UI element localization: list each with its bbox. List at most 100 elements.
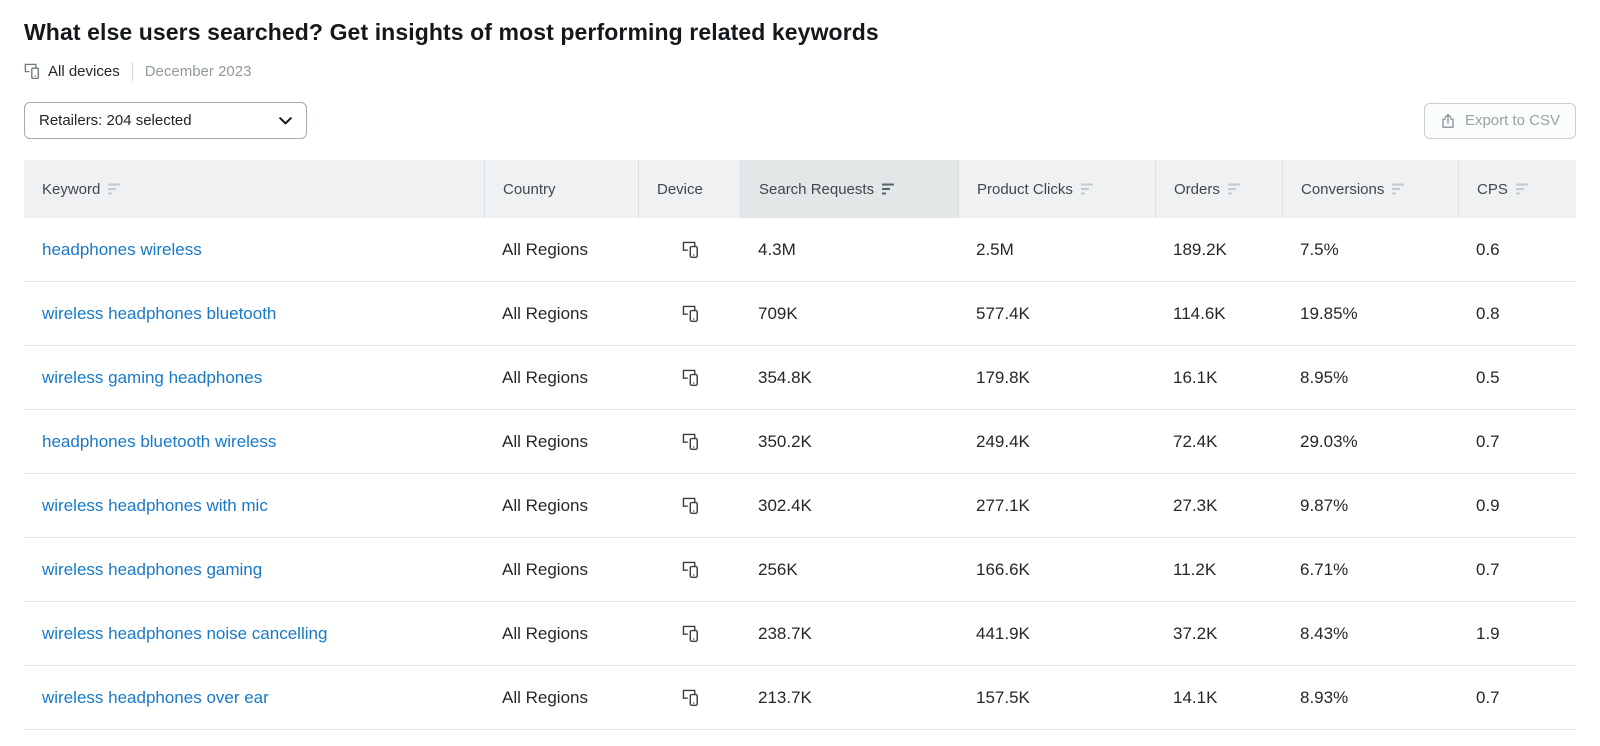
country-cell: All Regions: [484, 218, 638, 282]
product-clicks-value: 577.4K: [976, 303, 1030, 323]
conversions-value: 8.43%: [1300, 623, 1349, 643]
keyword-link[interactable]: wireless headphones bluetooth: [42, 303, 277, 323]
search-requests-cell: 213.7K: [740, 666, 958, 730]
keyword-cell: wireless headphones bluetooth: [24, 282, 484, 346]
table-row: headphones wireless All Regions 4.3M 2.5…: [24, 218, 1576, 282]
conversions-cell: 8.95%: [1282, 346, 1458, 410]
column-label: Keyword: [42, 180, 101, 198]
search-requests-cell: 709K: [740, 282, 958, 346]
column-label: Country: [503, 180, 556, 198]
column-header-country[interactable]: Country: [484, 160, 638, 218]
column-header-conversions[interactable]: Conversions: [1282, 160, 1458, 218]
all-devices-icon: [682, 689, 740, 706]
conversions-cell: 29.03%: [1282, 410, 1458, 474]
country-value: All Regions: [502, 303, 588, 323]
keyword-cell: wireless gaming headphones: [24, 346, 484, 410]
all-devices-icon: [24, 63, 40, 79]
product-clicks-cell: 166.6K: [958, 538, 1155, 602]
country-value: All Regions: [502, 239, 588, 259]
country-cell: All Regions: [484, 474, 638, 538]
keyword-cell: wireless headphones gaming: [24, 538, 484, 602]
keyword-cell: wireless headphones noise cancelling: [24, 602, 484, 666]
cps-cell: 0.8: [1458, 282, 1576, 346]
product-clicks-value: 249.4K: [976, 431, 1030, 451]
orders-cell: 14.1K: [1155, 666, 1282, 730]
keyword-cell: headphones wireless: [24, 218, 484, 282]
sort-icon: [1391, 183, 1405, 195]
column-header-orders[interactable]: Orders: [1155, 160, 1282, 218]
orders-value: 37.2K: [1173, 623, 1218, 643]
keyword-cell: wireless headphones with mic: [24, 474, 484, 538]
device-cell: [638, 474, 740, 538]
table-header-row: Keyword Country Device Search Requests P…: [24, 160, 1576, 218]
keyword-link[interactable]: wireless headphones over ear: [42, 687, 269, 707]
keyword-link[interactable]: wireless headphones gaming: [42, 559, 263, 579]
product-clicks-cell: 179.8K: [958, 346, 1155, 410]
related-keywords-panel: What else users searched? Get insights o…: [24, 19, 1576, 730]
cps-cell: 1.9: [1458, 602, 1576, 666]
retailers-dropdown[interactable]: Retailers: 204 selected: [24, 102, 307, 139]
all-devices-icon: [682, 433, 740, 450]
sort-icon: [1080, 183, 1094, 195]
cps-value: 0.7: [1476, 431, 1500, 451]
country-value: All Regions: [502, 687, 588, 707]
keyword-link[interactable]: headphones wireless: [42, 239, 202, 259]
conversions-value: 7.5%: [1300, 239, 1339, 259]
country-cell: All Regions: [484, 538, 638, 602]
keyword-link[interactable]: wireless headphones with mic: [42, 495, 268, 515]
cps-value: 0.5: [1476, 367, 1500, 387]
divider: [131, 61, 133, 81]
device-cell: [638, 282, 740, 346]
conversions-value: 19.85%: [1300, 303, 1358, 323]
cps-value: 0.9: [1476, 495, 1500, 515]
scope-row: All devices December 2023: [24, 60, 1576, 82]
period-label: December 2023: [144, 62, 252, 80]
conversions-value: 8.93%: [1300, 687, 1349, 707]
sort-icon: [1515, 183, 1529, 195]
search-requests-value: 4.3M: [758, 239, 796, 259]
country-cell: All Regions: [484, 346, 638, 410]
country-value: All Regions: [502, 367, 588, 387]
column-header-keyword[interactable]: Keyword: [24, 160, 484, 218]
page-title: What else users searched? Get insights o…: [24, 19, 879, 45]
export-csv-button[interactable]: Export to CSV: [1423, 102, 1576, 139]
column-header-device[interactable]: Device: [638, 160, 740, 218]
keyword-link[interactable]: wireless headphones noise cancelling: [42, 623, 328, 643]
search-requests-value: 238.7K: [758, 623, 812, 643]
search-requests-cell: 354.8K: [740, 346, 958, 410]
keyword-link[interactable]: wireless gaming headphones: [42, 367, 263, 387]
product-clicks-value: 277.1K: [976, 495, 1030, 515]
conversions-cell: 8.43%: [1282, 602, 1458, 666]
table-row: wireless headphones with mic All Regions…: [24, 474, 1576, 538]
table-row: wireless headphones bluetooth All Region…: [24, 282, 1576, 346]
product-clicks-cell: 277.1K: [958, 474, 1155, 538]
search-requests-value: 350.2K: [758, 431, 812, 451]
cps-cell: 0.7: [1458, 410, 1576, 474]
conversions-cell: 19.85%: [1282, 282, 1458, 346]
upload-icon: [1440, 113, 1456, 129]
conversions-cell: 7.5%: [1282, 218, 1458, 282]
device-cell: [638, 346, 740, 410]
product-clicks-cell: 577.4K: [958, 282, 1155, 346]
column-header-cps[interactable]: CPS: [1458, 160, 1576, 218]
conversions-cell: 6.71%: [1282, 538, 1458, 602]
device-scope-label: All devices: [48, 62, 120, 80]
column-header-product-clicks[interactable]: Product Clicks: [958, 160, 1155, 218]
column-label: Orders: [1174, 180, 1220, 198]
cps-cell: 0.9: [1458, 474, 1576, 538]
table-row: wireless gaming headphones All Regions 3…: [24, 346, 1576, 410]
orders-value: 189.2K: [1173, 239, 1227, 259]
table-row: wireless headphones gaming All Regions 2…: [24, 538, 1576, 602]
column-header-search-requests[interactable]: Search Requests: [740, 160, 958, 218]
country-value: All Regions: [502, 559, 588, 579]
device-cell: [638, 538, 740, 602]
all-devices-icon: [682, 305, 740, 322]
table-row: wireless headphones noise cancelling All…: [24, 602, 1576, 666]
orders-cell: 11.2K: [1155, 538, 1282, 602]
keyword-link[interactable]: headphones bluetooth wireless: [42, 431, 277, 451]
column-label: Device: [657, 180, 703, 198]
all-devices-icon: [682, 625, 740, 642]
orders-cell: 16.1K: [1155, 346, 1282, 410]
product-clicks-value: 2.5M: [976, 239, 1014, 259]
keywords-table: Keyword Country Device Search Requests P…: [24, 160, 1576, 730]
